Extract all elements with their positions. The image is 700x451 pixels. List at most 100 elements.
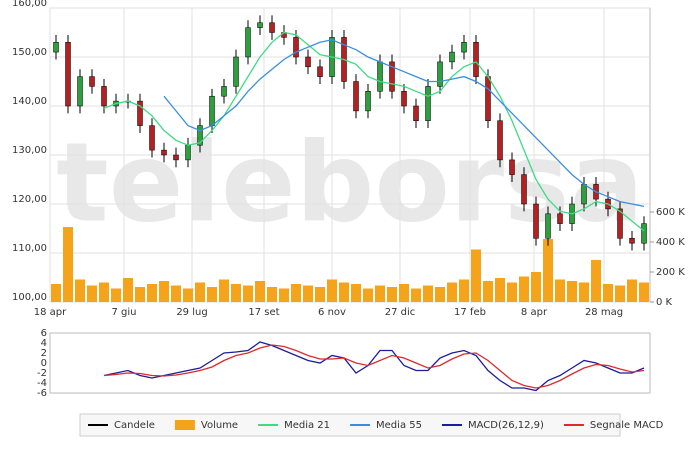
x-tick-label: 17 feb (454, 307, 486, 318)
volume-bar (423, 285, 433, 302)
volume-bar (567, 281, 577, 302)
y-tick-label: 100,00 (12, 292, 47, 303)
volume-bar (195, 282, 205, 302)
legend-box (79, 413, 621, 437)
volume-bar (315, 287, 325, 302)
volume-bar (327, 279, 337, 302)
volume-bar (495, 278, 505, 302)
candle-body (89, 76, 95, 87)
volume-bar (183, 288, 193, 302)
line (163, 39, 645, 208)
y2-tick-label: 0 K (656, 297, 673, 308)
volume-bar (615, 285, 625, 302)
candle-body (437, 61, 443, 87)
candle-body (545, 213, 551, 239)
candle-body (293, 37, 299, 58)
y-tick-label: 120,00 (12, 194, 47, 205)
volume-bar (543, 239, 553, 302)
candle-body (353, 81, 359, 112)
volume-bar (219, 279, 229, 302)
y-tick-label: 4 (41, 338, 47, 349)
x-tick-label: 27 dic (385, 307, 416, 318)
volume-bar (135, 287, 145, 302)
candle-body (53, 42, 59, 53)
candle-body (65, 42, 71, 107)
volume-bar (471, 249, 481, 302)
volume-bar (579, 282, 589, 302)
volume-bar (51, 284, 61, 302)
y-tick-label: 160,00 (12, 0, 47, 9)
y-tick-label: 140,00 (12, 96, 47, 107)
candle-body (137, 100, 143, 126)
volume-bar (303, 285, 313, 302)
candle-body (149, 125, 155, 151)
watermark: teleborsa (56, 118, 644, 246)
y-tick-label: 110,00 (12, 243, 47, 254)
volume-bar (111, 288, 121, 302)
volume-bar (459, 279, 469, 302)
legend-label: MACD(26,12,9) (468, 420, 544, 431)
volume-bar (507, 282, 517, 302)
candle-body (173, 154, 179, 161)
y-tick-label: -2 (37, 368, 47, 379)
legend-label: Media 21 (284, 420, 330, 431)
candle-body (305, 56, 311, 68)
volume-bar (483, 281, 493, 302)
y2-tick-label: 400 K (656, 237, 685, 248)
volume-bar (147, 284, 157, 302)
volume-bar (519, 276, 529, 302)
y2-tick-label: 600 K (656, 207, 685, 218)
candle-body (425, 86, 431, 121)
candle-body (533, 203, 539, 239)
volume-bar (351, 284, 361, 302)
x-tick-label: 18 apr (34, 307, 67, 318)
volume-bar (279, 288, 289, 302)
candle-body (377, 61, 383, 92)
x-tick-label: 17 set (248, 307, 279, 318)
y-tick-label: 6 (41, 328, 47, 339)
y-tick-label: 0 (41, 358, 47, 369)
candle-body (617, 208, 623, 239)
volume-bar (363, 288, 373, 302)
line (103, 31, 645, 232)
candle-body (317, 66, 323, 77)
candle-body (449, 51, 455, 63)
volume-bar (399, 284, 409, 302)
volume-bar (387, 287, 397, 302)
candle-body (221, 86, 227, 97)
candle-body (401, 91, 407, 107)
candle-body (461, 42, 467, 53)
x-tick-label: 29 lug (176, 307, 207, 318)
candle-body (77, 76, 83, 107)
volume-bar (531, 272, 541, 302)
candle-body (581, 184, 587, 205)
candle-body (197, 125, 203, 146)
y-tick-label: -6 (37, 388, 47, 399)
y-tick-label: -4 (37, 378, 47, 389)
x-tick-label: 6 nov (318, 307, 346, 318)
volume-bar (639, 282, 649, 302)
volume-bar (123, 278, 133, 302)
volume-bar (291, 284, 301, 302)
legend-label: Segnale MACD (590, 420, 664, 431)
candle-body (365, 91, 371, 112)
volume-bar (447, 282, 457, 302)
legend-label: Media 55 (376, 420, 422, 431)
plot-frame (49, 332, 651, 394)
legend-swatch (174, 420, 195, 430)
y2-tick-label: 200 K (656, 267, 685, 278)
volume-bar (339, 282, 349, 302)
volume-bar (411, 288, 421, 302)
candle-body (257, 22, 263, 28)
candle-body (233, 56, 239, 87)
candle-body (473, 42, 479, 77)
candle-body (101, 86, 107, 107)
volume-bar (171, 285, 181, 302)
y-tick-label: 130,00 (12, 145, 47, 156)
volume-bar (255, 281, 265, 302)
volume-bar (555, 279, 565, 302)
candle-body (413, 105, 419, 121)
volume-bar (591, 260, 601, 302)
